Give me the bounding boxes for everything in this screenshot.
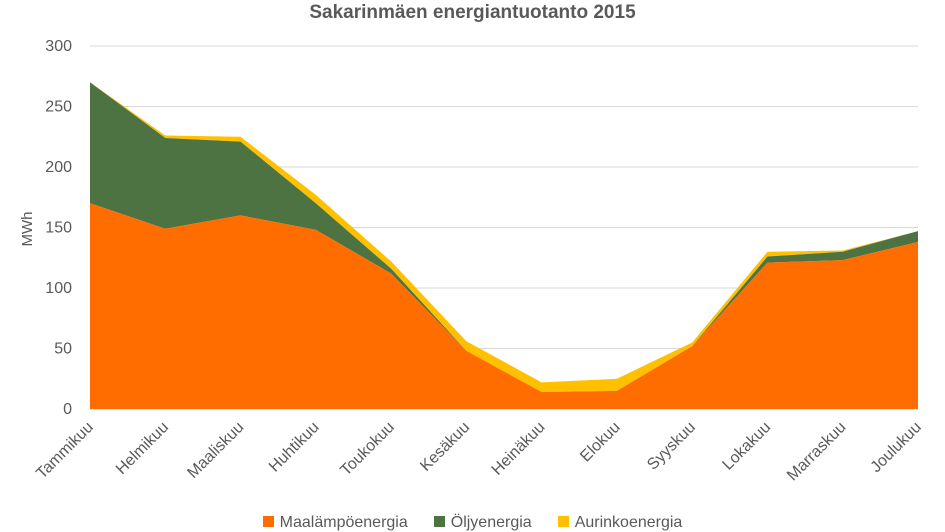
x-tick-label: Toukokuu xyxy=(337,419,397,479)
legend-label: Öljyenergia xyxy=(450,514,532,531)
x-tick-label: Huhtikuu xyxy=(266,419,323,476)
legend-label: Maalämpöenergia xyxy=(279,514,408,531)
legend-item: Maalämpöenergia xyxy=(262,514,408,532)
x-tick-label: Kesäkuu xyxy=(417,419,473,475)
y-tick-label: 50 xyxy=(54,341,72,358)
legend-item: Öljyenergia xyxy=(433,514,532,532)
y-tick-label: 100 xyxy=(45,280,72,297)
legend-swatch xyxy=(557,516,569,527)
x-tick-label: Tammikuu xyxy=(33,419,97,483)
x-tick-label: Marraskuu xyxy=(784,419,849,484)
stacked-areas xyxy=(90,82,918,409)
x-tick-label: Lokakuu xyxy=(719,419,774,474)
area-series-maala-mpo-energia xyxy=(90,203,918,409)
y-tick-label: 300 xyxy=(45,38,72,55)
y-tick-label: 200 xyxy=(45,159,72,176)
x-tick-label: Maaliskuu xyxy=(184,419,247,482)
y-tick-label: 150 xyxy=(45,220,72,237)
y-axis-title: MWh xyxy=(19,212,36,247)
legend-item: Aurinkoenergia xyxy=(557,514,683,532)
y-tick-label: 0 xyxy=(63,401,72,418)
x-tick-label: Elokuu xyxy=(577,419,624,466)
y-axis: 0 50 100 150 200 250 300 xyxy=(45,38,72,418)
x-tick-label: Joulukuu xyxy=(868,419,925,476)
x-tick-label: Syyskuu xyxy=(644,419,699,474)
legend: Maalämpöenergia Öljyenergia Aurinkoenergia xyxy=(0,514,945,532)
chart-title: Sakarinmäen energiantuotanto 2015 xyxy=(309,2,636,23)
legend-swatch xyxy=(433,516,445,527)
x-axis: Tammikuu Helmikuu Maaliskuu Huhtikuu Toukoku… xyxy=(33,419,925,484)
area-chart: 0 50 100 150 200 250 300 Tammikuu Helmikuu Maali… xyxy=(19,38,925,484)
x-tick-label: Heinäkuu xyxy=(489,419,549,479)
x-tick-label: Helmikuu xyxy=(113,419,172,478)
y-tick-label: 250 xyxy=(45,99,72,116)
legend-swatch xyxy=(262,516,274,527)
legend-label: Aurinkoenergia xyxy=(574,514,683,531)
